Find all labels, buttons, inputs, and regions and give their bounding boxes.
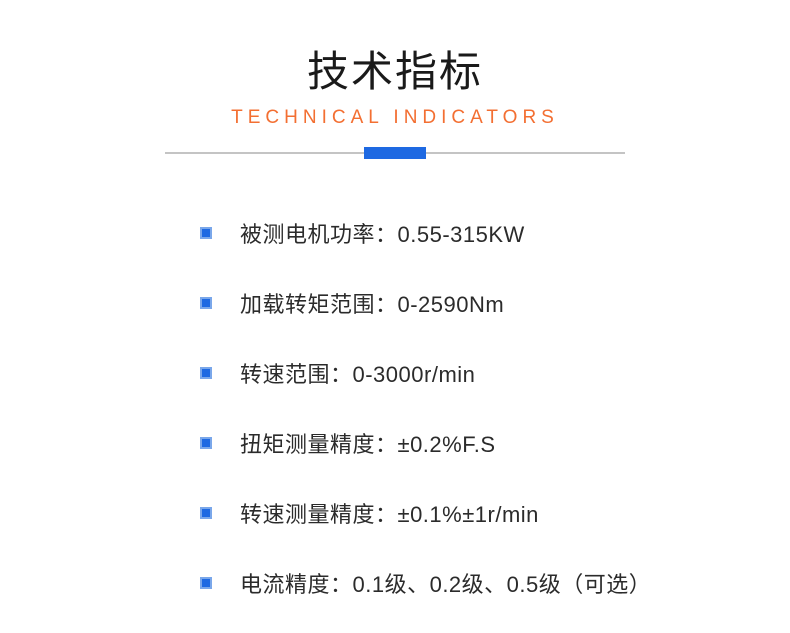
spec-item: 被测电机功率：0.55-315KW (200, 217, 790, 249)
divider (165, 147, 625, 159)
spec-text: 扭矩测量精度：±0.2%F.S (240, 427, 496, 459)
square-bullet-icon (200, 437, 212, 449)
spec-text: 转速范围：0-3000r/min (240, 357, 475, 389)
spec-item: 转速范围：0-3000r/min (200, 357, 790, 389)
spec-sheet: 技术指标 TECHNICAL INDICATORS 被测电机功率：0.55-31… (0, 0, 790, 599)
square-bullet-icon (200, 507, 212, 519)
bullet-icon (200, 577, 212, 589)
spec-item: 加载转矩范围：0-2590Nm (200, 287, 790, 319)
spec-text: 电流精度：0.1级、0.2级、0.5级（可选） (240, 567, 651, 599)
square-bullet-icon (200, 297, 212, 309)
spec-list: 被测电机功率：0.55-315KW 加载转矩范围：0-2590Nm 转速范围：0… (0, 217, 790, 599)
title-sub: TECHNICAL INDICATORS (0, 107, 790, 129)
title-main: 技术指标 (0, 38, 790, 99)
bullet-icon (200, 227, 212, 239)
spec-text: 转速测量精度：±0.1%±1r/min (240, 497, 539, 529)
square-bullet-icon (200, 367, 212, 379)
bullet-icon (200, 437, 212, 449)
spec-item: 电流精度：0.1级、0.2级、0.5级（可选） (200, 567, 790, 599)
square-bullet-icon (200, 577, 212, 589)
spec-item: 转速测量精度：±0.1%±1r/min (200, 497, 790, 529)
bullet-icon (200, 507, 212, 519)
spec-text: 加载转矩范围：0-2590Nm (240, 287, 504, 319)
bullet-icon (200, 367, 212, 379)
square-bullet-icon (200, 227, 212, 239)
divider-block (364, 147, 426, 159)
spec-text: 被测电机功率：0.55-315KW (240, 217, 525, 249)
bullet-icon (200, 297, 212, 309)
spec-item: 扭矩测量精度：±0.2%F.S (200, 427, 790, 459)
